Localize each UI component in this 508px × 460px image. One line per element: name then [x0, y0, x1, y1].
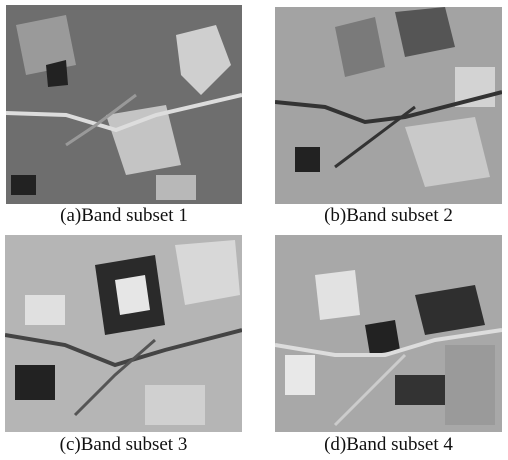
- caption: (b)Band subset 2: [275, 205, 502, 227]
- caption: (c)Band subset 3: [5, 434, 242, 456]
- caption: (d)Band subset 4: [275, 434, 502, 456]
- caption: (a)Band subset 1: [6, 205, 242, 227]
- satellite-image: [5, 235, 242, 432]
- satellite-image: [275, 235, 502, 432]
- figure: (a)Band subset 1 (b)Band subset 2 (c)Ban…: [0, 0, 508, 460]
- satellite-image: [275, 7, 502, 204]
- satellite-image: [6, 5, 242, 204]
